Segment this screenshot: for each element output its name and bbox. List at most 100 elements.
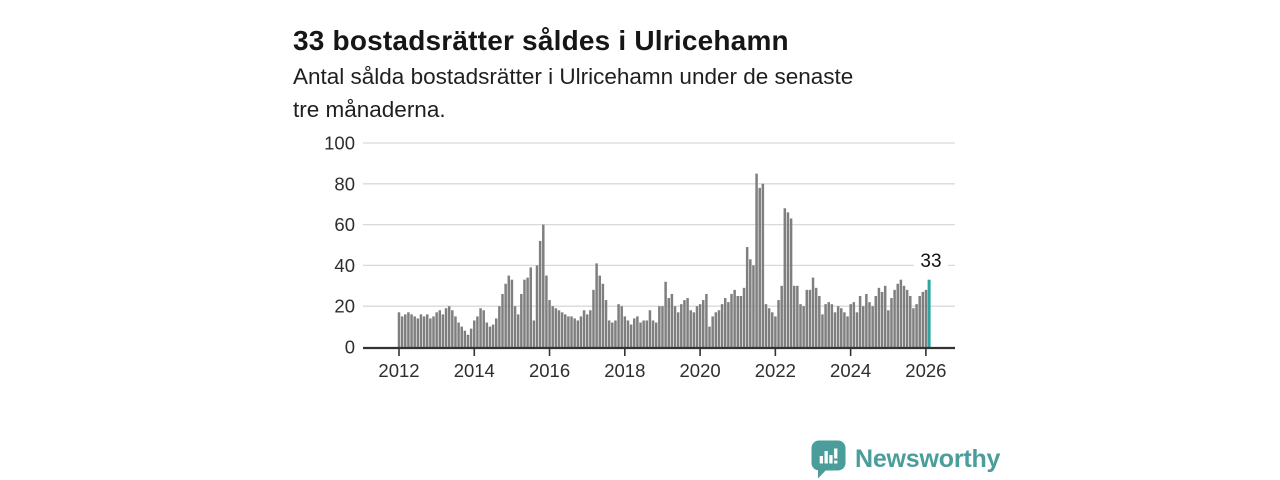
bar (874, 296, 878, 347)
bar (457, 322, 460, 347)
bar (840, 308, 843, 347)
bar (670, 293, 674, 347)
bar (921, 291, 925, 347)
bar (529, 267, 532, 347)
bar (880, 291, 884, 347)
bar (642, 320, 645, 347)
x-axis-tick-label: 2012 (378, 360, 419, 381)
bar (814, 287, 818, 347)
bar (554, 308, 558, 347)
bar (887, 310, 890, 347)
bar (811, 277, 815, 347)
chart-subtitle: Antal sålda bostadsrätter i Ulricehamn u… (293, 60, 1013, 126)
bar (698, 304, 702, 347)
bar (607, 320, 611, 347)
page-title: 33 bostadsrätter såldes i Ulricehamn (293, 24, 789, 56)
bar (680, 304, 683, 347)
bar (604, 300, 608, 347)
bar (551, 306, 554, 347)
bar (441, 314, 445, 347)
bar (868, 302, 871, 347)
bar (626, 320, 630, 347)
bar (425, 314, 429, 347)
bar (645, 320, 649, 347)
bar (686, 298, 689, 347)
bar (617, 304, 620, 347)
bar (463, 330, 467, 347)
bar (545, 275, 548, 347)
bar (824, 304, 827, 347)
bar (723, 298, 727, 347)
chart-subtitle-line-2: tre månaderna. (293, 97, 446, 122)
bar (902, 285, 906, 347)
bar (805, 289, 809, 347)
bar (473, 320, 476, 347)
bar (460, 326, 463, 347)
bar (749, 259, 752, 347)
bar (438, 310, 442, 347)
bar (755, 173, 758, 347)
bar (589, 310, 592, 347)
bar (567, 316, 570, 347)
bar (488, 326, 492, 347)
bar (620, 306, 623, 347)
y-axis-tick-label: 40 (334, 255, 355, 276)
bar (526, 277, 529, 347)
bar (802, 306, 805, 347)
y-axis-tick-label: 0 (345, 337, 355, 358)
bar (482, 310, 485, 347)
bar (560, 312, 564, 347)
bar (818, 296, 821, 347)
bar (858, 296, 862, 347)
bar (413, 316, 416, 347)
bar (614, 320, 617, 347)
bar (520, 293, 523, 347)
bar (416, 318, 420, 347)
bar (435, 312, 438, 347)
x-axis-tick-label: 2022 (755, 360, 796, 381)
bar (664, 281, 667, 347)
bar (494, 318, 498, 347)
bar (469, 328, 473, 347)
x-axis-tick-label: 2018 (604, 360, 645, 381)
bar (579, 316, 583, 347)
bar (510, 279, 514, 347)
bar (513, 306, 517, 347)
x-axis-tick-label: 2024 (830, 360, 871, 381)
bar (658, 306, 661, 347)
bar (846, 316, 849, 347)
bar (871, 306, 874, 347)
bar (504, 283, 507, 347)
bar (582, 310, 586, 347)
bar (636, 316, 639, 347)
bar (432, 316, 435, 347)
bar (570, 316, 573, 347)
bar (595, 263, 598, 347)
bar (758, 187, 761, 347)
bar (730, 293, 733, 347)
x-axis-tick-label: 2014 (454, 360, 495, 381)
bar (890, 298, 893, 347)
bar (400, 316, 404, 347)
bar (786, 212, 790, 347)
bar (771, 312, 774, 347)
bar (711, 316, 714, 347)
bar (485, 322, 489, 347)
bar (422, 316, 426, 347)
bar (692, 312, 696, 347)
newsworthy-chart-bubble-icon (811, 440, 846, 479)
bar (742, 287, 746, 347)
bar (764, 304, 768, 347)
bar (896, 283, 899, 347)
bar (789, 218, 793, 347)
bar (623, 316, 627, 347)
bar (924, 289, 928, 347)
bar (777, 300, 780, 347)
bar (491, 324, 495, 347)
bar (739, 296, 743, 347)
bar (877, 287, 881, 347)
bar (720, 304, 724, 347)
bar (532, 320, 536, 347)
bar (419, 314, 423, 347)
